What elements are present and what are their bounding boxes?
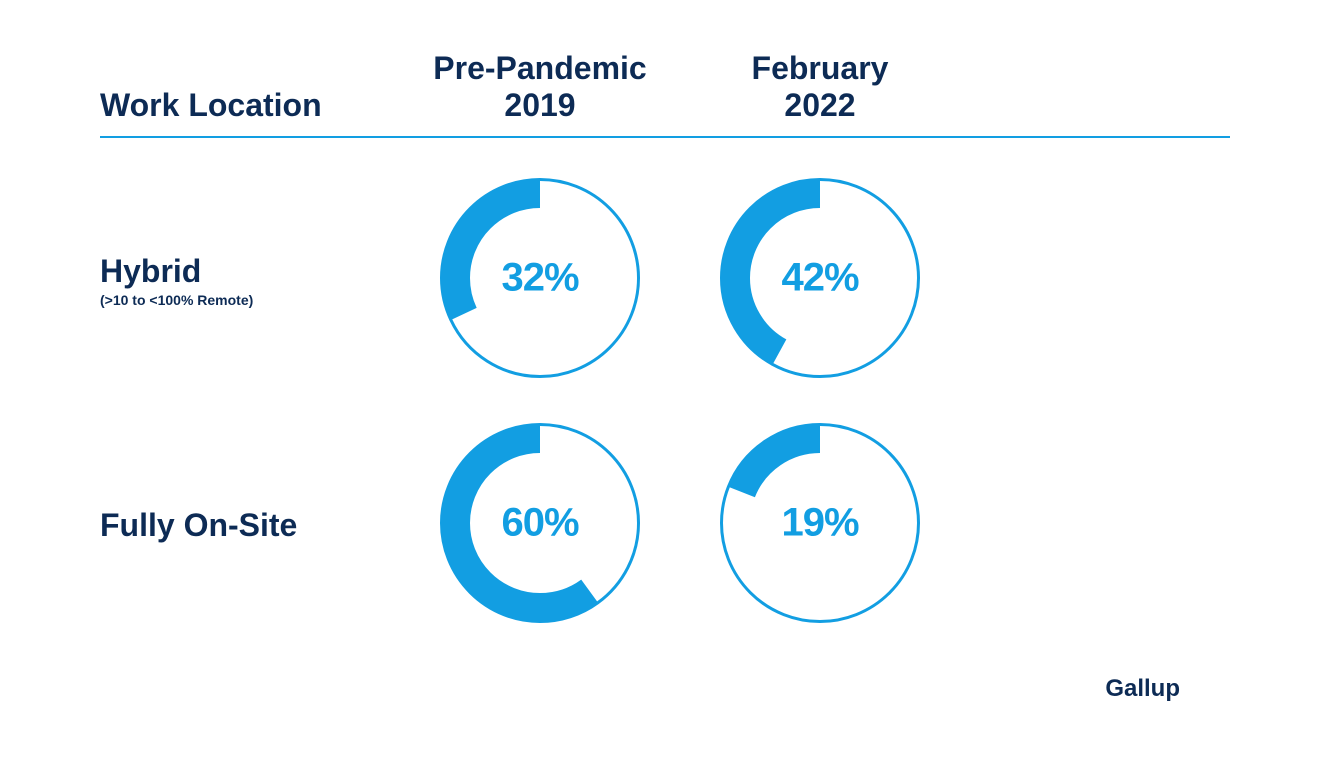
header-row: Work Location Pre-Pandemic 2019 February… (100, 50, 1230, 138)
donut-chart: 42% (720, 178, 920, 378)
donut-percent-label: 60% (501, 500, 578, 545)
data-row: Fully On-Site 60% 19% (100, 423, 1230, 628)
donut-chart: 32% (440, 178, 640, 378)
data-row: Hybrid (>10 to <100% Remote) 32% 42% (100, 178, 1230, 383)
header-feb-2022-line2: 2022 (680, 87, 960, 124)
donut-percent-label: 42% (781, 255, 858, 300)
header-col-2022: February 2022 (680, 50, 960, 124)
header-pre-pandemic-line2: 2019 (400, 87, 680, 124)
row-label-col: Fully On-Site (100, 507, 400, 544)
donut-chart: 19% (720, 423, 920, 623)
row-label: Hybrid (100, 253, 400, 290)
header-pre-pandemic-line1: Pre-Pandemic (400, 50, 680, 87)
infographic-container: Work Location Pre-Pandemic 2019 February… (100, 50, 1230, 628)
header-work-location: Work Location (100, 87, 400, 124)
chart-cell: 19% (680, 423, 960, 628)
row-label: Fully On-Site (100, 507, 400, 544)
rows-host: Hybrid (>10 to <100% Remote) 32% 42% Fully O… (100, 178, 1230, 628)
chart-cell: 60% (400, 423, 680, 628)
header-col-label: Work Location (100, 87, 400, 124)
header-feb-2022-line1: February (680, 50, 960, 87)
chart-cell: 32% (400, 178, 680, 383)
header-col-2019: Pre-Pandemic 2019 (400, 50, 680, 124)
donut-chart: 60% (440, 423, 640, 623)
donut-percent-label: 19% (781, 500, 858, 545)
chart-cell: 42% (680, 178, 960, 383)
donut-percent-label: 32% (501, 255, 578, 300)
row-sublabel: (>10 to <100% Remote) (100, 292, 400, 308)
source-attribution: Gallup (1105, 675, 1180, 703)
row-label-col: Hybrid (>10 to <100% Remote) (100, 253, 400, 308)
